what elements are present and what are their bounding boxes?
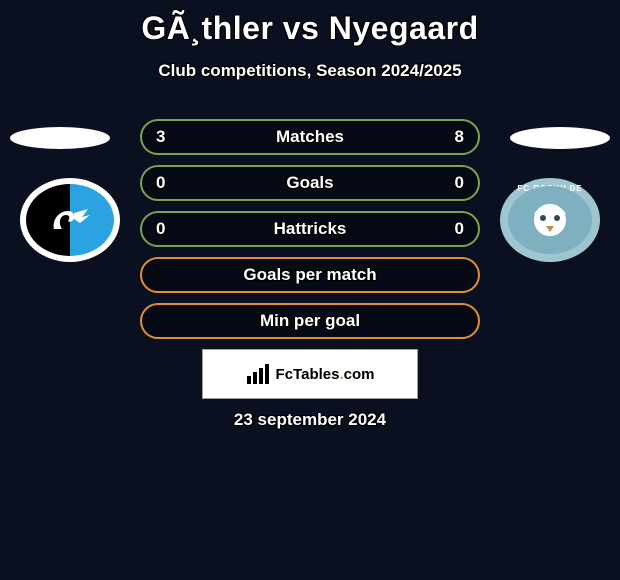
page-title: GÃ¸thler vs Nyegaard [0, 0, 620, 47]
stat-label: Goals per match [243, 265, 376, 285]
bars-icon [246, 364, 270, 384]
stat-row: Matches 3 8 [140, 119, 480, 155]
footer-brand-inner: FcTables.com [246, 364, 375, 384]
club-badge-right: FC ROSKILDE [500, 178, 600, 262]
page-subtitle: Club competitions, Season 2024/2025 [0, 61, 620, 81]
stat-row: Hattricks 0 0 [140, 211, 480, 247]
date-text: 23 september 2024 [0, 410, 620, 430]
player-right-ellipse [510, 127, 610, 149]
stat-value-right: 0 [455, 173, 464, 193]
player-left-ellipse [10, 127, 110, 149]
stat-label: Hattricks [274, 219, 347, 239]
footer-mid: Tables [293, 366, 339, 383]
stats-panel: Matches 3 8 Goals 0 0 Hattricks 0 0 Goals per mat… [140, 119, 480, 349]
stat-label: Min per goal [260, 311, 360, 331]
stat-value-right: 8 [455, 127, 464, 147]
stat-label: Goals [286, 173, 333, 193]
swan-icon [48, 203, 92, 235]
stat-value-left: 0 [156, 173, 165, 193]
stat-label: Matches [276, 127, 344, 147]
stat-row: Min per goal [140, 303, 480, 339]
stat-value-right: 0 [455, 219, 464, 239]
stat-row: Goals per match [140, 257, 480, 293]
eagle-face-icon [526, 200, 574, 240]
club-badge-left [20, 178, 120, 262]
stat-value-left: 0 [156, 219, 165, 239]
footer-prefix: Fc [276, 366, 294, 383]
stat-value-left: 3 [156, 127, 165, 147]
footer-brand-box: FcTables.com [202, 349, 418, 399]
footer-suffix: com [344, 366, 375, 383]
stat-row: Goals 0 0 [140, 165, 480, 201]
footer-brand-text: FcTables.com [276, 366, 375, 383]
club-badge-left-inner [26, 184, 114, 256]
club-badge-right-inner [508, 186, 592, 254]
